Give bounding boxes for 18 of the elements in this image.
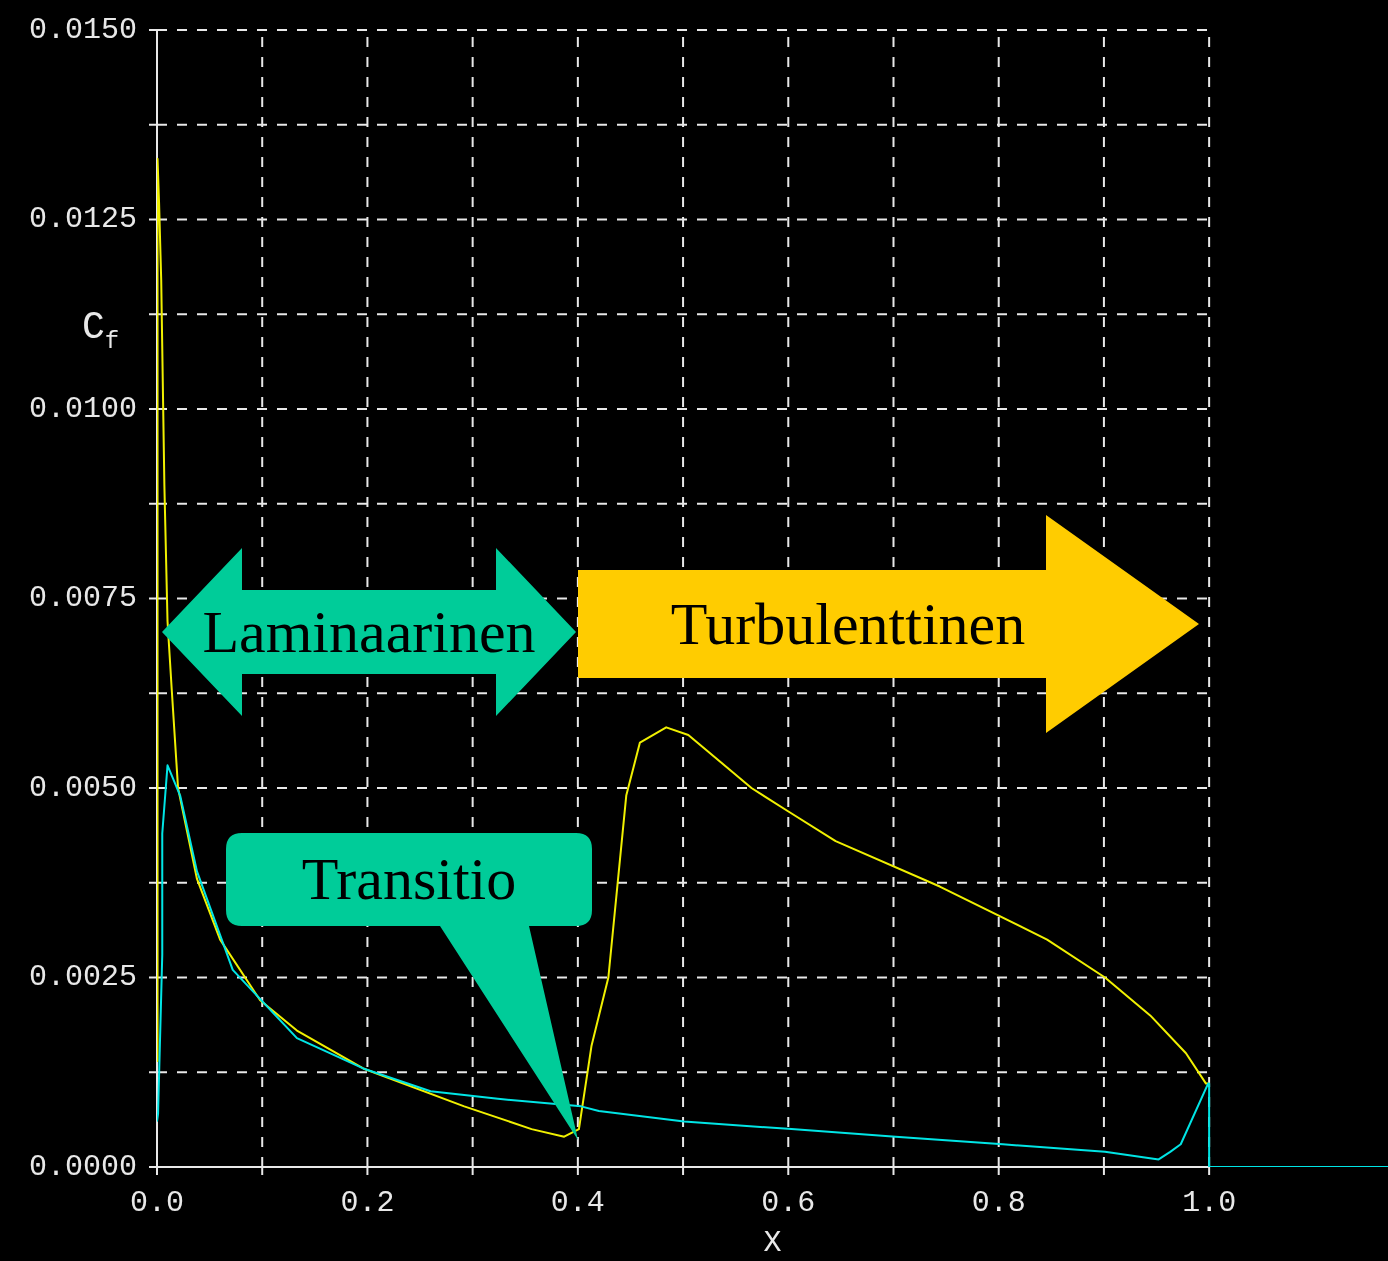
annotation: Turbulenttinen xyxy=(669,589,1027,659)
y-tick-label: 0.0125 xyxy=(28,202,137,237)
y-tick-label: 0.0000 xyxy=(28,1149,137,1184)
y-tick-label: 0.0050 xyxy=(28,770,137,805)
right-arrow: Turbulenttinen xyxy=(578,515,1199,733)
y-tick-label: 0.0150 xyxy=(28,12,137,47)
y-tick-label: 0.0075 xyxy=(28,581,137,616)
x-axis-title: X xyxy=(763,1225,782,1260)
y-tick-label: 0.0100 xyxy=(28,391,137,426)
double-arrow: Laminaarinen xyxy=(162,548,576,716)
x-tick-label: 0.2 xyxy=(340,1185,395,1220)
y-tick-label: 0.0025 xyxy=(28,960,137,995)
x-tick-label: 0.0 xyxy=(129,1185,185,1220)
x-tick-label: 0.4 xyxy=(550,1185,605,1220)
x-tick-label: 1.0 xyxy=(1182,1185,1237,1220)
x-tick-label: 0.6 xyxy=(761,1185,816,1220)
annotation: Transitio xyxy=(300,845,518,914)
x-tick-label: 0.8 xyxy=(971,1185,1026,1220)
